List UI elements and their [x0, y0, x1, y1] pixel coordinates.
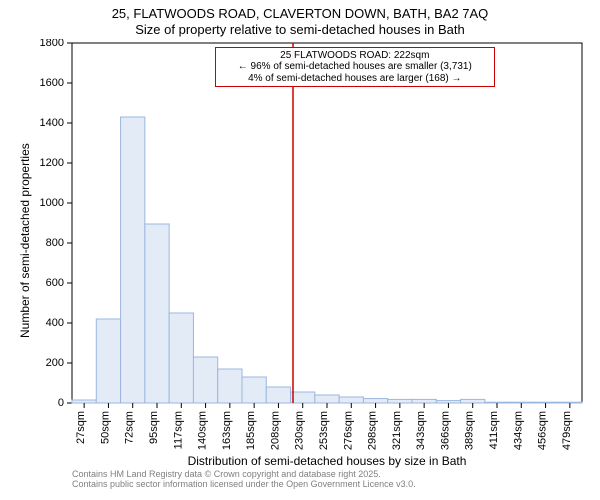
title-line1: 25, FLATWOODS ROAD, CLAVERTON DOWN, BATH…	[0, 6, 600, 22]
x-tick-label: 366sqm	[439, 411, 451, 450]
y-tick-label: 200	[46, 356, 64, 368]
y-tick-label: 1000	[40, 196, 64, 208]
histogram-bar	[461, 399, 485, 403]
y-tick-label: 800	[46, 236, 64, 248]
x-tick-label: 230sqm	[294, 411, 306, 450]
y-tick-label: 600	[46, 276, 64, 288]
chart-area: Number of semi-detached properties 0 200 4…	[0, 39, 600, 469]
x-tick-label: 479sqm	[561, 411, 573, 450]
histogram-bar	[509, 402, 533, 403]
x-tick-label: 434sqm	[512, 411, 524, 450]
x-tick-label: 298sqm	[367, 411, 379, 450]
y-tick-label: 1800	[40, 39, 64, 49]
y-tick-label: 1200	[40, 156, 64, 168]
x-tick-label: 411sqm	[488, 411, 500, 449]
annotation-line1: 25 FLATWOODS ROAD: 222sqm	[220, 50, 490, 62]
y-axis-label: Number of semi-detached properties	[18, 143, 32, 338]
histogram-bar	[242, 377, 266, 403]
y-tick-label: 0	[58, 396, 64, 408]
x-tick-label: 276sqm	[342, 411, 354, 450]
histogram-bar	[96, 319, 120, 403]
x-tick-label: 343sqm	[415, 411, 427, 450]
histogram-bar	[485, 402, 509, 403]
x-tick-label: 389sqm	[464, 411, 476, 450]
x-tick-label: 50sqm	[99, 411, 111, 444]
histogram-bar	[218, 369, 242, 403]
x-tick-label: 185sqm	[245, 411, 257, 450]
annotation-line3: 4% of semi-detached houses are larger (1…	[220, 73, 490, 85]
histogram-bar	[145, 224, 169, 403]
histogram-bar	[72, 400, 96, 403]
histogram-bar	[121, 117, 145, 403]
x-tick-label: 95sqm	[148, 411, 160, 444]
x-tick-label: 253sqm	[318, 411, 330, 450]
histogram-bar	[412, 399, 436, 403]
histogram-bar	[315, 395, 339, 403]
x-tick-label: 27sqm	[75, 411, 87, 444]
histogram-chart: 0 200 400 600 800 1000 1200 1400 1600 1800 27sqm 50…	[0, 39, 600, 469]
histogram-bar	[533, 402, 557, 403]
chart-title-block: 25, FLATWOODS ROAD, CLAVERTON DOWN, BATH…	[0, 0, 600, 39]
histogram-bar	[291, 392, 315, 403]
footer-line1: Contains HM Land Registry data © Crown c…	[72, 469, 600, 480]
x-tick-label: 163sqm	[221, 411, 233, 450]
histogram-bar	[388, 399, 412, 403]
histogram-bar	[193, 357, 217, 403]
histogram-bar	[339, 397, 363, 403]
histogram-bar	[169, 313, 193, 403]
footer-attribution: Contains HM Land Registry data © Crown c…	[0, 469, 600, 491]
histogram-bar	[558, 402, 582, 403]
histogram-bar	[436, 400, 460, 402]
title-line2: Size of property relative to semi-detach…	[0, 22, 600, 38]
x-tick-label: 456sqm	[537, 411, 549, 450]
y-tick-label: 400	[46, 316, 64, 328]
histogram-bar	[266, 387, 290, 403]
footer-line2: Contains public sector information licen…	[72, 479, 600, 490]
x-tick-label: 140sqm	[197, 411, 209, 450]
y-tick-label: 1400	[40, 116, 64, 128]
annotation-line2: ← 96% of semi-detached houses are smalle…	[220, 61, 490, 73]
x-tick-label: 72sqm	[124, 411, 136, 444]
histogram-bar	[363, 398, 387, 402]
y-tick-label: 1600	[40, 76, 64, 88]
annotation-box: 25 FLATWOODS ROAD: 222sqm ← 96% of semi-…	[215, 47, 495, 88]
x-tick-label: 208sqm	[269, 411, 281, 450]
x-tick-label: 321sqm	[391, 411, 403, 450]
x-tick-label: 117sqm	[172, 411, 184, 449]
x-axis-label: Distribution of semi-detached houses by …	[188, 454, 467, 468]
